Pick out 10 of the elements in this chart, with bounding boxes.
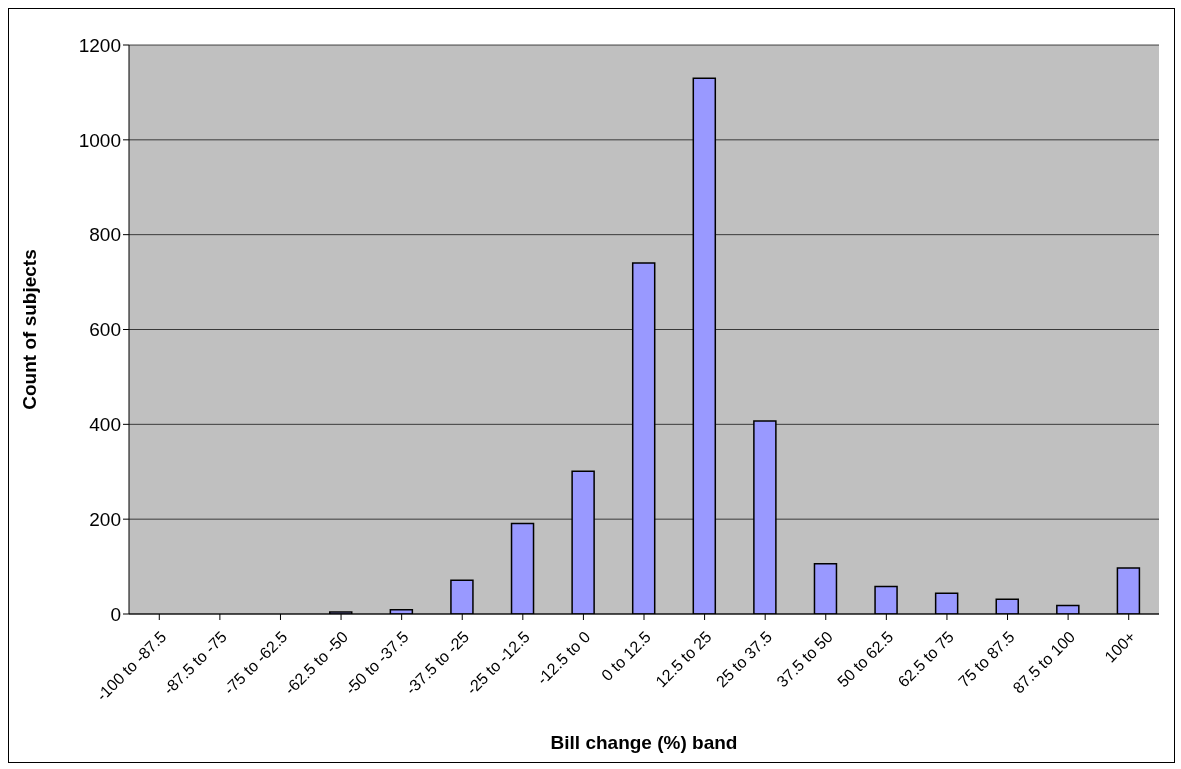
y-tick-label: 800 <box>89 224 121 246</box>
y-tick-label: 600 <box>89 319 121 341</box>
x-tick-label: 50 to 62.5 <box>834 627 897 691</box>
y-tick-label: 200 <box>89 508 121 530</box>
y-axis-title: Count of subjects <box>18 249 40 410</box>
y-tick-label: 1000 <box>78 129 121 151</box>
y-tick-label: 400 <box>89 414 121 436</box>
x-axis-title: Bill change (%) band <box>550 732 738 753</box>
y-tick-label: 1200 <box>78 34 121 56</box>
y-tick-label: 0 <box>110 603 121 625</box>
